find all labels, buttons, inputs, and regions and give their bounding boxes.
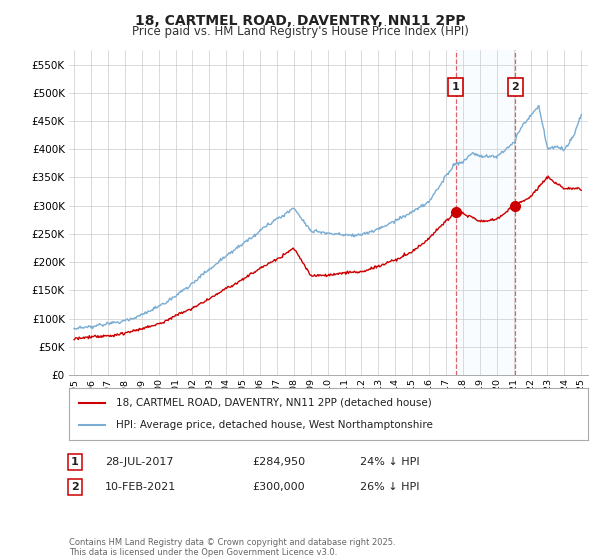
Text: 28-JUL-2017: 28-JUL-2017 bbox=[105, 457, 173, 467]
Text: Price paid vs. HM Land Registry's House Price Index (HPI): Price paid vs. HM Land Registry's House … bbox=[131, 25, 469, 38]
Text: 2: 2 bbox=[71, 482, 79, 492]
Text: 18, CARTMEL ROAD, DAVENTRY, NN11 2PP (detached house): 18, CARTMEL ROAD, DAVENTRY, NN11 2PP (de… bbox=[116, 398, 431, 408]
Text: 24% ↓ HPI: 24% ↓ HPI bbox=[360, 457, 419, 467]
Text: HPI: Average price, detached house, West Northamptonshire: HPI: Average price, detached house, West… bbox=[116, 420, 433, 430]
Text: 18, CARTMEL ROAD, DAVENTRY, NN11 2PP: 18, CARTMEL ROAD, DAVENTRY, NN11 2PP bbox=[134, 14, 466, 28]
Bar bbox=[455, 50, 515, 375]
Text: 1: 1 bbox=[71, 457, 79, 467]
Text: £300,000: £300,000 bbox=[252, 482, 305, 492]
Text: 1: 1 bbox=[452, 82, 460, 92]
Text: £284,950: £284,950 bbox=[252, 457, 305, 467]
Text: 2: 2 bbox=[512, 82, 520, 92]
Text: 10-FEB-2021: 10-FEB-2021 bbox=[105, 482, 176, 492]
Text: 26% ↓ HPI: 26% ↓ HPI bbox=[360, 482, 419, 492]
Text: Contains HM Land Registry data © Crown copyright and database right 2025.
This d: Contains HM Land Registry data © Crown c… bbox=[69, 538, 395, 557]
